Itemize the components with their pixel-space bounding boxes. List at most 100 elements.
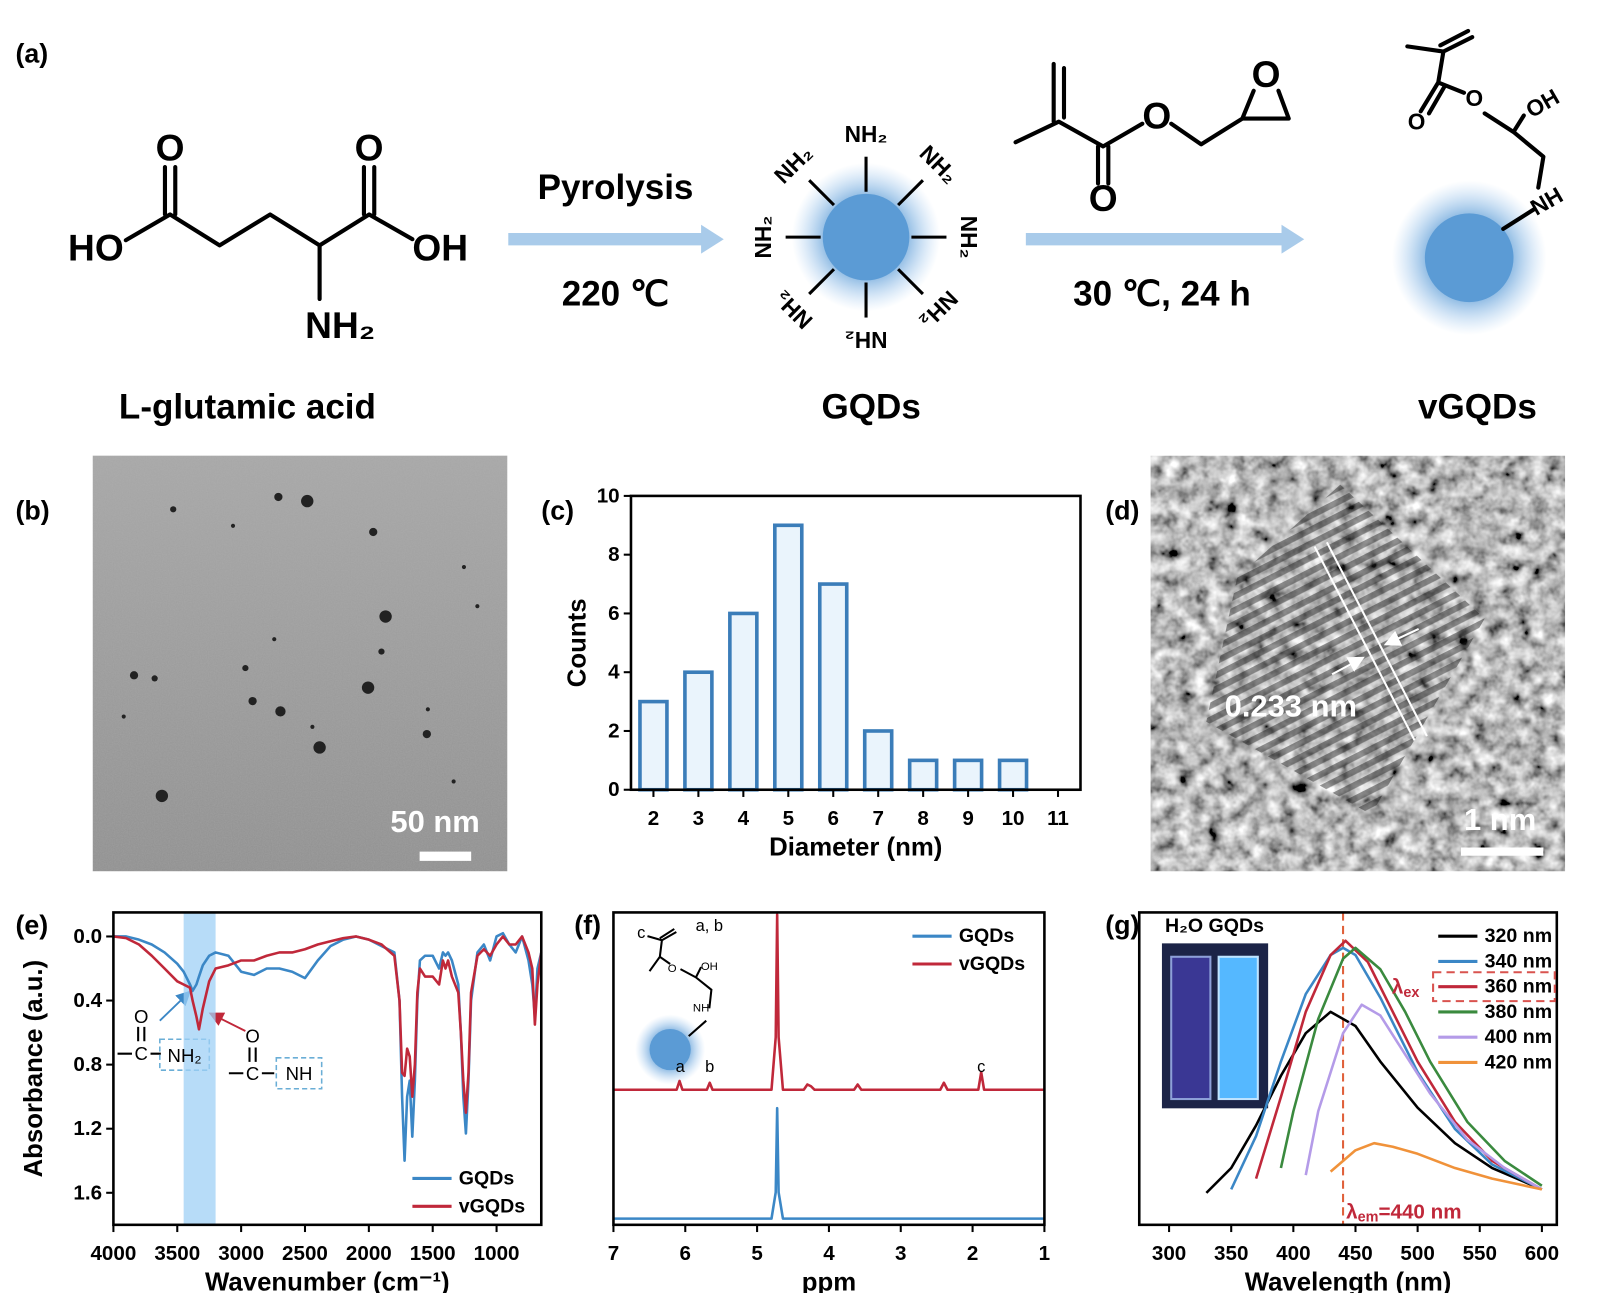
x-tick-label: 300 xyxy=(1152,1242,1186,1265)
x-tick-label: 2 xyxy=(648,807,659,830)
y-tick-label: 0.8 xyxy=(73,1053,102,1076)
x-tick-label: 10 xyxy=(1002,807,1025,830)
scale-bar xyxy=(1460,847,1544,856)
y-tick-label: 0 xyxy=(608,778,619,801)
bond xyxy=(117,1026,275,1075)
scale-bar-label: 50 nm xyxy=(390,804,479,839)
reagent: Pyrolysis xyxy=(538,168,694,207)
y-axis-title: Counts xyxy=(563,598,591,687)
legend-label: 400 nm xyxy=(1485,1026,1552,1048)
x-tick-label: 7 xyxy=(872,807,883,830)
lattice-spacing: 0.233 nm xyxy=(1225,689,1357,724)
y-tick-label: 1.6 xyxy=(73,1181,102,1204)
legend-label: GQDs xyxy=(459,1167,515,1189)
bar xyxy=(997,758,1029,792)
y-tick-label: 8 xyxy=(608,543,619,566)
x-tick-label: 6 xyxy=(680,1242,691,1265)
amine-group: NH₂ xyxy=(956,216,982,259)
x-tick-label: 2 xyxy=(967,1242,978,1265)
x-tick-label: 2000 xyxy=(346,1242,392,1265)
inset-label: c xyxy=(637,924,645,942)
glutamic-acid: O O HO OH NH₂ L-glutamic acid xyxy=(68,126,468,426)
particles xyxy=(121,492,480,803)
fringe-line xyxy=(1325,541,1428,737)
y-tick-label: 2 xyxy=(608,719,619,742)
plot-frame xyxy=(1137,911,1559,1227)
atom: NH₂ xyxy=(305,304,375,346)
bond xyxy=(897,179,924,207)
amine-group: NH₂ xyxy=(845,121,888,147)
x-tick-label: 4 xyxy=(738,807,750,830)
inset-label: a, b xyxy=(696,917,724,935)
x-tick-label: 2500 xyxy=(282,1242,328,1265)
dot xyxy=(649,1028,691,1071)
atom: O xyxy=(1089,177,1118,219)
bond xyxy=(808,268,836,296)
x-tick-label: 9 xyxy=(962,807,973,830)
peak-label: a xyxy=(676,1058,686,1076)
excitation-label: λex xyxy=(1392,975,1420,1001)
bar xyxy=(773,523,804,792)
lattice-fringes xyxy=(1206,484,1485,815)
compound-name: L-glutamic acid xyxy=(119,388,376,427)
series-line xyxy=(1254,939,1543,1191)
x-tick-label: 350 xyxy=(1214,1242,1248,1265)
panel-label: (g) xyxy=(1105,910,1139,940)
x-tick-label: 4 xyxy=(823,1242,835,1265)
x-tick-label: 400 xyxy=(1276,1242,1310,1265)
text: =440 nm xyxy=(1378,1200,1461,1223)
x-tick-label: 450 xyxy=(1338,1242,1372,1265)
x-tick-label: 11 xyxy=(1047,807,1069,830)
x-tick-label: 550 xyxy=(1463,1242,1497,1265)
x-tick-label: 600 xyxy=(1525,1242,1559,1265)
x-tick-label: 8 xyxy=(917,807,928,830)
y-axis-title: Absorbance (a.u.) xyxy=(20,960,48,1178)
atom: OH xyxy=(1521,83,1563,123)
x-tick-label: 5 xyxy=(751,1242,762,1265)
inset-label: H₂O GQDs xyxy=(1165,915,1264,937)
x-axis-title: ppm xyxy=(802,1269,856,1293)
annotation: NH₂ xyxy=(168,1045,202,1066)
plot-frame xyxy=(629,494,1082,792)
legend-label: 340 nm xyxy=(1485,950,1552,972)
reaction-arrow: Pyrolysis 220 ℃ xyxy=(508,168,724,313)
subscript: em xyxy=(1358,1210,1379,1226)
y-tick-label: 4 xyxy=(608,661,620,684)
legend-label: 420 nm xyxy=(1485,1051,1552,1073)
series-line xyxy=(1329,1141,1543,1191)
x-tick-label: 5 xyxy=(783,807,794,830)
panel-label: (f) xyxy=(574,910,601,940)
bar xyxy=(817,582,849,792)
x-tick-label: 1 xyxy=(1039,1242,1050,1265)
symbol: λ xyxy=(1392,975,1404,998)
x-tick-label: 3 xyxy=(895,1242,906,1265)
x-tick-label: 3000 xyxy=(218,1242,264,1265)
x-tick-label: 3500 xyxy=(154,1242,200,1265)
cuvette-photo xyxy=(1161,943,1269,1109)
series-line xyxy=(113,935,543,1114)
highlight-band xyxy=(183,912,216,1225)
x-axis-title: Diameter (nm) xyxy=(769,833,942,861)
inset-label: NH xyxy=(693,1002,709,1014)
series-line xyxy=(1205,1010,1543,1194)
atom: O xyxy=(1252,53,1281,95)
condition: 220 ℃ xyxy=(562,274,670,313)
bond xyxy=(1405,28,1546,231)
series-line xyxy=(613,913,1045,1092)
x-axis-title: Wavenumber (cm⁻¹) xyxy=(205,1269,450,1293)
hrtem-image: 0.233 nm 1 nm xyxy=(1150,455,1566,872)
legend-label: GQDs xyxy=(959,925,1015,947)
annotation: O xyxy=(245,1026,259,1047)
series-line xyxy=(613,1106,1045,1220)
x-tick-label: 1000 xyxy=(474,1242,520,1265)
arrow xyxy=(208,1012,246,1032)
x-tick-label: 3 xyxy=(693,807,704,830)
compound-name: vGQDs xyxy=(1418,388,1537,427)
bond xyxy=(897,268,924,296)
group-box xyxy=(275,1057,323,1090)
dot xyxy=(1424,213,1514,303)
figure-body: (a) (b) (c) (d) (e) (f) (g) O O HO OH NH… xyxy=(15,28,1567,1293)
amine-group: NH₂ xyxy=(845,327,888,353)
